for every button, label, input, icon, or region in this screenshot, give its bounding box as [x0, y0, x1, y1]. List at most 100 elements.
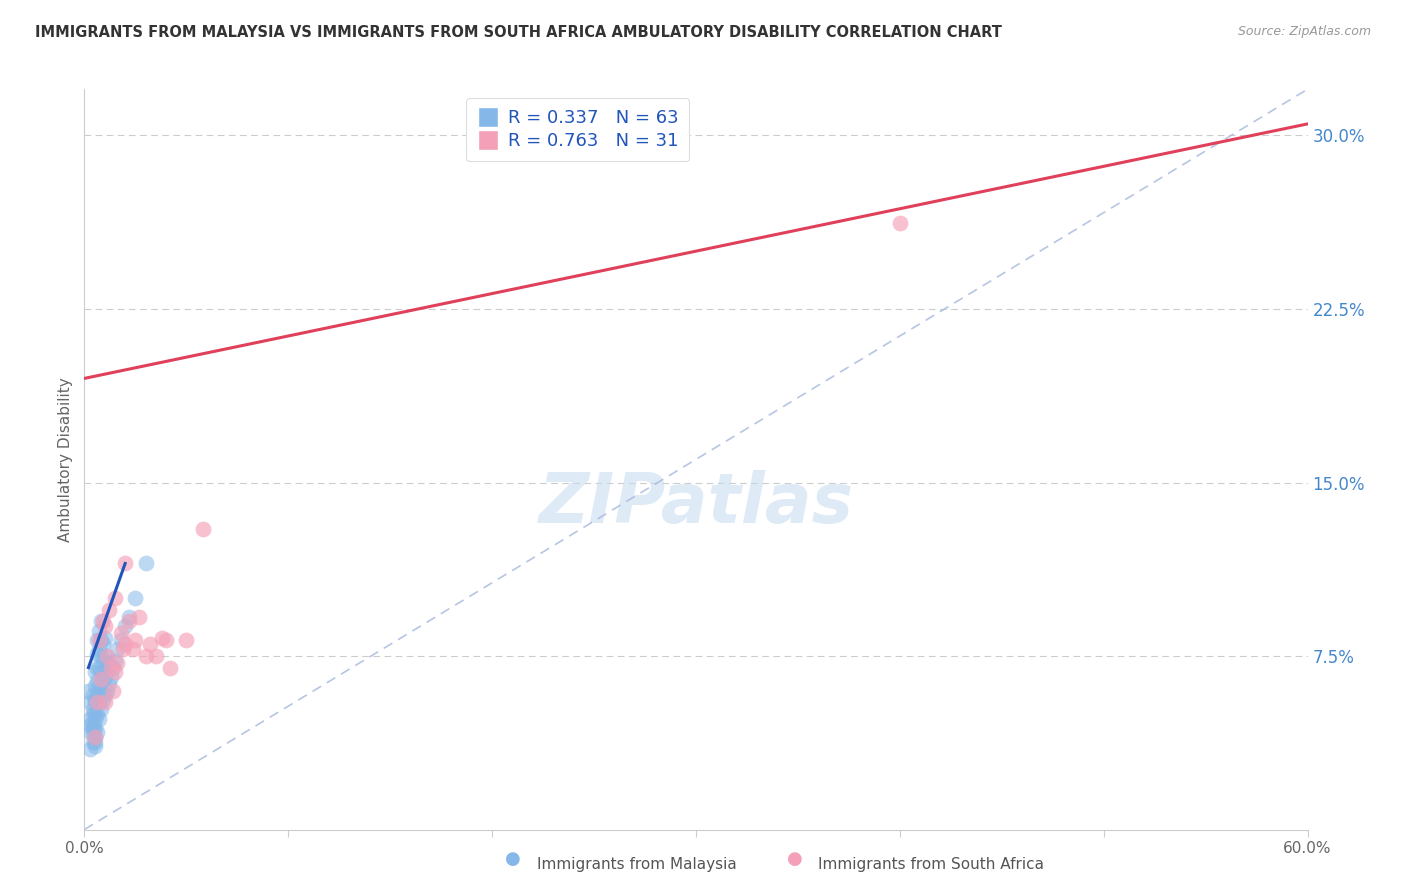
- Point: [104, 654, 127, 668]
- Point: [86, 725, 108, 739]
- Point: [91, 672, 114, 686]
- Point: [124, 632, 146, 647]
- Point: [79, 718, 101, 732]
- Point: [87, 624, 110, 638]
- Point: [82, 734, 104, 748]
- Point: [97, 603, 120, 617]
- Point: [91, 637, 114, 651]
- Point: [91, 693, 114, 707]
- Point: [86, 695, 108, 709]
- Point: [86, 674, 108, 689]
- Y-axis label: Ambulatory Disability: Ambulatory Disability: [58, 377, 73, 541]
- Point: [83, 706, 105, 721]
- Point: [97, 677, 120, 691]
- Point: [191, 522, 214, 536]
- Point: [87, 695, 110, 709]
- Point: [110, 632, 132, 647]
- Point: [110, 626, 132, 640]
- Point: [83, 734, 105, 748]
- Point: [100, 670, 122, 684]
- Point: [77, 683, 100, 698]
- Point: [90, 632, 112, 647]
- Point: [86, 660, 108, 674]
- Point: [86, 632, 108, 647]
- Point: [155, 632, 177, 647]
- Point: [93, 689, 115, 703]
- Text: ●: ●: [786, 850, 803, 868]
- Point: [91, 615, 114, 629]
- Point: [87, 712, 110, 726]
- Point: [128, 609, 150, 624]
- Point: [90, 665, 112, 680]
- Text: Immigrants from Malaysia: Immigrants from Malaysia: [537, 857, 737, 872]
- Point: [82, 725, 104, 739]
- Text: ZIPatlas: ZIPatlas: [538, 470, 853, 537]
- Text: Source: ZipAtlas.com: Source: ZipAtlas.com: [1237, 25, 1371, 38]
- Point: [104, 665, 127, 680]
- Point: [87, 660, 110, 674]
- Point: [93, 648, 115, 663]
- Point: [100, 660, 122, 674]
- Point: [135, 557, 157, 571]
- Point: [96, 683, 118, 698]
- Point: [93, 695, 115, 709]
- Point: [112, 642, 135, 657]
- Point: [79, 741, 101, 756]
- Point: [83, 721, 105, 735]
- Point: [96, 660, 118, 674]
- Point: [174, 632, 197, 647]
- Point: [93, 670, 115, 684]
- Point: [93, 631, 115, 645]
- Text: Immigrants from South Africa: Immigrants from South Africa: [818, 857, 1045, 872]
- Point: [118, 615, 141, 629]
- Point: [90, 683, 112, 698]
- Point: [79, 725, 101, 739]
- Point: [83, 730, 105, 744]
- Point: [83, 695, 105, 709]
- Point: [114, 637, 136, 651]
- Point: [83, 730, 105, 744]
- Point: [79, 695, 101, 709]
- Point: [79, 712, 101, 726]
- Point: [82, 689, 104, 703]
- Point: [83, 679, 105, 693]
- Text: IMMIGRANTS FROM MALAYSIA VS IMMIGRANTS FROM SOUTH AFRICA AMBULATORY DISABILITY C: IMMIGRANTS FROM MALAYSIA VS IMMIGRANTS F…: [35, 25, 1002, 40]
- Point: [87, 642, 110, 657]
- Text: ●: ●: [505, 850, 522, 868]
- Point: [105, 642, 128, 657]
- Point: [83, 693, 105, 707]
- Point: [82, 702, 104, 716]
- Point: [122, 642, 145, 657]
- Point: [97, 656, 120, 670]
- Point: [87, 632, 110, 647]
- Point: [82, 716, 104, 731]
- Point: [105, 656, 128, 670]
- Point: [101, 660, 124, 674]
- Point: [86, 706, 108, 721]
- Point: [138, 637, 160, 651]
- Point: [93, 619, 115, 633]
- Point: [96, 648, 118, 663]
- Point: [159, 660, 181, 674]
- Point: [889, 216, 911, 230]
- Point: [118, 609, 141, 624]
- Point: [82, 706, 104, 721]
- Point: [114, 557, 136, 571]
- Point: [83, 739, 105, 754]
- Point: [86, 647, 108, 661]
- Point: [83, 665, 105, 680]
- Legend: R = 0.337   N = 63, R = 0.763   N = 31: R = 0.337 N = 63, R = 0.763 N = 31: [467, 98, 689, 161]
- Point: [114, 619, 136, 633]
- Point: [135, 648, 157, 663]
- Point: [90, 615, 112, 629]
- Point: [90, 648, 112, 663]
- Point: [87, 679, 110, 693]
- Point: [83, 712, 105, 726]
- Point: [82, 721, 104, 735]
- Point: [90, 672, 112, 686]
- Point: [91, 654, 114, 668]
- Point: [124, 591, 146, 606]
- Point: [104, 591, 127, 606]
- Point: [150, 631, 173, 645]
- Point: [86, 689, 108, 703]
